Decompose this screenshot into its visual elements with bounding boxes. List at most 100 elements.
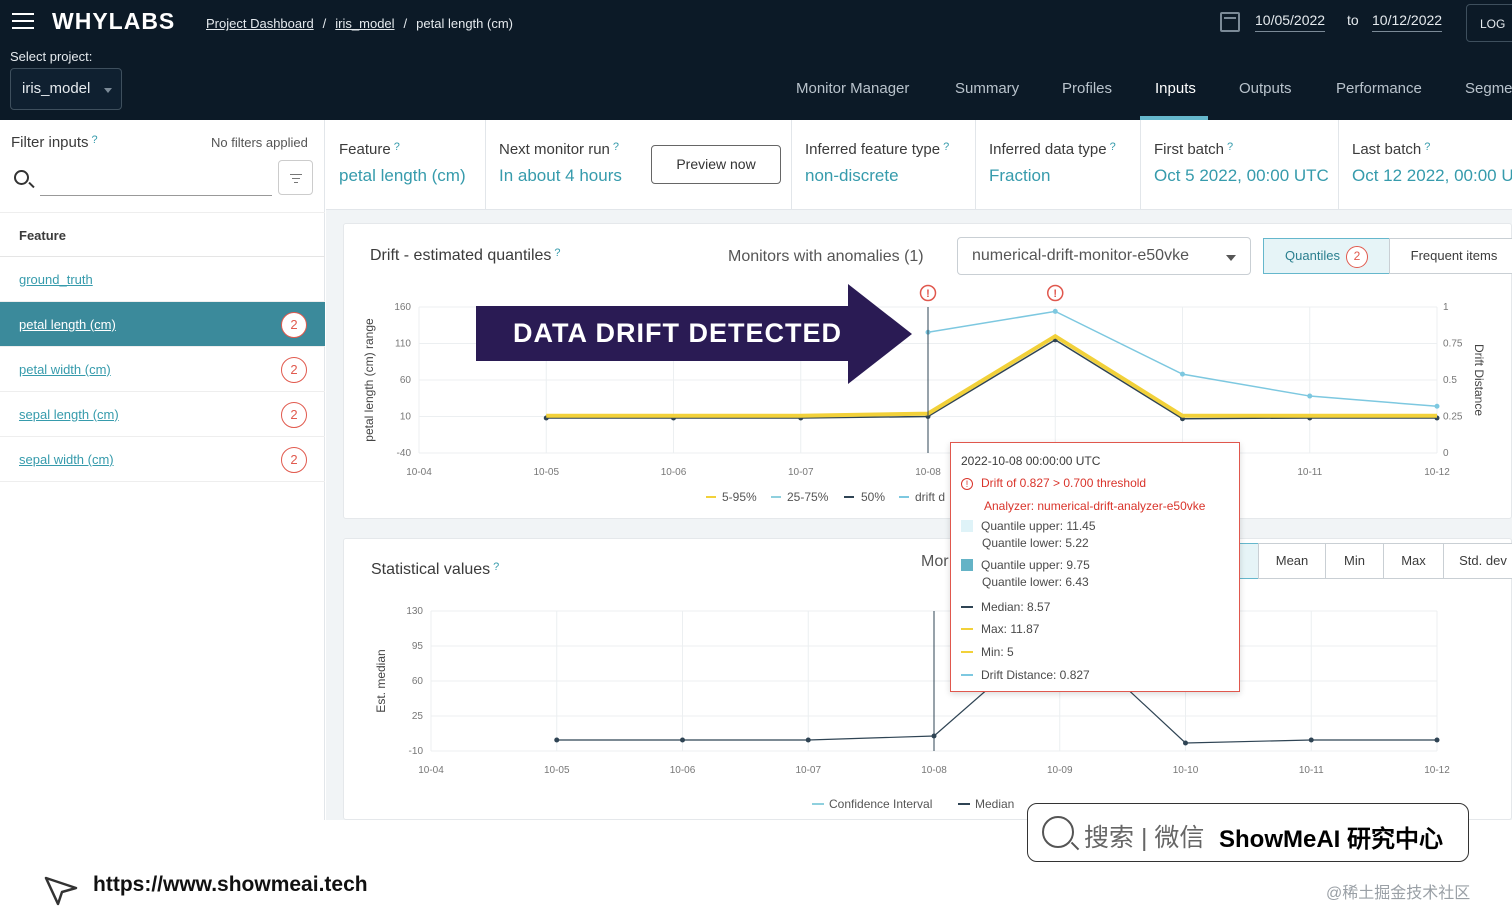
filter-inputs-label: Filter inputs? (11, 134, 98, 151)
breadcrumb-current: petal length (cm) (416, 16, 513, 31)
tooltip-drift: Drift Distance: 0.827 (961, 668, 1090, 682)
monitor-select[interactable]: numerical-drift-monitor-e50vke (957, 237, 1251, 275)
filter-panel: Filter inputs? No filters applied Featur… (0, 120, 325, 820)
anomaly-badge: 2 (1345, 246, 1368, 268)
feature-item-label[interactable]: sepal length (cm) (19, 407, 119, 422)
info-feature-type-value: non-discrete (805, 166, 899, 185)
mean-button[interactable]: Mean (1258, 543, 1326, 579)
tab-monitor-manager[interactable]: Monitor Manager (796, 80, 910, 97)
chevron-down-icon (1226, 255, 1236, 261)
tooltip-alert: ! Drift of 0.827 > 0.700 threshold (961, 476, 1146, 490)
info-data-type: Inferred data type? Fraction (976, 120, 1141, 210)
help-icon[interactable]: ? (393, 141, 400, 153)
main-content: Feature? petal length (cm) Next monitor r… (326, 120, 1512, 820)
help-icon[interactable]: ? (554, 247, 561, 259)
feature-item-label[interactable]: sepal width (cm) (19, 452, 114, 467)
filter-icon (290, 174, 302, 175)
info-feature-type: Inferred feature type? non-discrete (792, 120, 976, 210)
feature-info-bar: Feature? petal length (cm) Next monitor r… (326, 120, 1512, 210)
project-select-value: iris_model (22, 80, 91, 97)
tooltip-max: Max: 11.87 (961, 622, 1039, 636)
feature-item-sepal-length[interactable]: sepal length (cm) 2 (0, 392, 325, 437)
help-icon[interactable]: ? (1109, 141, 1116, 153)
help-icon[interactable]: ? (91, 134, 98, 146)
tab-segments[interactable]: Segme (1465, 80, 1512, 97)
anomaly-badge: 2 (281, 447, 307, 473)
date-to-label: to (1347, 12, 1359, 28)
search-input[interactable] (40, 166, 272, 196)
tab-performance[interactable]: Performance (1336, 80, 1422, 97)
active-tab-indicator (1140, 116, 1208, 120)
info-feature-value: petal length (cm) (339, 166, 466, 185)
quantiles-button[interactable]: Quantiles 2 (1263, 238, 1390, 274)
filter-button[interactable] (278, 160, 313, 195)
select-project-label: Select project: (10, 49, 93, 64)
showmeai-search-banner: 搜索 | 微信 ShowMeAI 研究中心 (1027, 803, 1469, 862)
tab-outputs[interactable]: Outputs (1239, 80, 1292, 97)
tab-inputs[interactable]: Inputs (1155, 80, 1196, 97)
search-icon (14, 170, 29, 185)
cursor-icon (44, 876, 78, 906)
max-button[interactable]: Max (1383, 543, 1444, 579)
showmeai-brand: ShowMeAI 研究中心 (1219, 826, 1444, 853)
monitor-select-value: numerical-drift-monitor-e50vke (972, 247, 1189, 264)
showmeai-url: https://www.showmeai.tech (93, 873, 368, 896)
info-next-run-value: In about 4 hours (499, 166, 622, 185)
tooltip-q-upper-2: Quantile upper: 9.75 (961, 558, 1090, 572)
feature-item-label[interactable]: petal width (cm) (19, 362, 111, 377)
login-button[interactable]: LOG (1466, 4, 1512, 42)
tooltip-q-lower-2: Quantile lower: 6.43 (982, 575, 1089, 589)
std-dev-button[interactable]: Std. dev (1443, 543, 1512, 579)
info-next-run: Next monitor run? In about 4 hours (486, 120, 792, 210)
tooltip-median: Median: 8.57 (961, 600, 1050, 614)
anomaly-badge: 2 (281, 312, 307, 338)
alert-icon: ! (961, 478, 973, 490)
breadcrumb-model[interactable]: iris_model (335, 16, 395, 31)
feature-item-ground-truth[interactable]: ground_truth (0, 257, 325, 302)
menu-icon[interactable] (12, 13, 34, 31)
help-icon[interactable]: ? (1424, 141, 1431, 153)
info-data-type-value: Fraction (989, 166, 1051, 185)
tab-summary[interactable]: Summary (955, 80, 1020, 97)
stats-card-title: Statistical values? (371, 561, 500, 578)
help-icon[interactable]: ? (493, 561, 500, 573)
preview-now-button[interactable]: Preview now (651, 145, 781, 184)
brand-logo[interactable]: WHYLABS (52, 8, 176, 34)
search-icon (1042, 816, 1074, 848)
filter-status: No filters applied (211, 135, 308, 150)
feature-item-label[interactable]: petal length (cm) (19, 317, 116, 332)
date-from[interactable]: 10/05/2022 (1255, 12, 1326, 32)
project-select[interactable]: iris_model (10, 68, 122, 110)
info-feature: Feature? petal length (cm) (326, 120, 486, 210)
feature-item-label[interactable]: ground_truth (19, 272, 93, 287)
top-bar: WHYLABS Project Dashboard / iris_model / pet… (0, 0, 1512, 120)
help-icon[interactable]: ? (1227, 141, 1234, 153)
tooltip-analyzer: Analyzer: numerical-drift-analyzer-e50vk… (984, 499, 1206, 513)
info-first-batch: First batch? Oct 5 2022, 00:00 UTC (1141, 120, 1339, 210)
drift-card-title: Drift - estimated quantiles? (370, 247, 561, 264)
chart-tooltip: 2022-10-08 00:00:00 UTC ! Drift of 0.827 … (950, 442, 1240, 692)
tooltip-q-lower-1: Quantile lower: 5.22 (982, 536, 1089, 550)
feature-item-petal-length[interactable]: petal length (cm) 2 (0, 302, 325, 347)
calendar-icon[interactable] (1220, 12, 1240, 32)
feature-item-petal-width[interactable]: petal width (cm) 2 (0, 347, 325, 392)
drift-card: Drift - estimated quantiles? Monitors wi… (343, 223, 1512, 519)
tooltip-q-upper-1: Quantile upper: 11.45 (961, 519, 1096, 533)
help-icon[interactable]: ? (943, 141, 950, 153)
statistical-values-card: Statistical values? Mor Mean Min Max Std… (343, 538, 1512, 820)
min-button[interactable]: Min (1325, 543, 1384, 579)
help-icon[interactable]: ? (612, 141, 619, 153)
info-last-batch-value: Oct 12 2022, 00:00 U (1352, 166, 1512, 185)
tooltip-min: Min: 5 (961, 645, 1014, 659)
breadcrumb-project-dashboard[interactable]: Project Dashboard (206, 16, 314, 31)
feature-column-header: Feature (0, 212, 325, 257)
frequent-items-button[interactable]: Frequent items (1389, 238, 1512, 274)
anomaly-badge: 2 (281, 357, 307, 383)
feature-item-sepal-width[interactable]: sepal width (cm) 2 (0, 437, 325, 482)
showmeai-search-text: 搜索 | 微信 (1084, 824, 1205, 852)
stats-monitor-label: Mor (921, 553, 949, 570)
monitors-with-anomalies-label: Monitors with anomalies (1) (728, 248, 924, 265)
tab-profiles[interactable]: Profiles (1062, 80, 1113, 97)
date-to[interactable]: 10/12/2022 (1372, 12, 1443, 32)
watermark: @稀土掘金技术社区 (1326, 885, 1471, 902)
